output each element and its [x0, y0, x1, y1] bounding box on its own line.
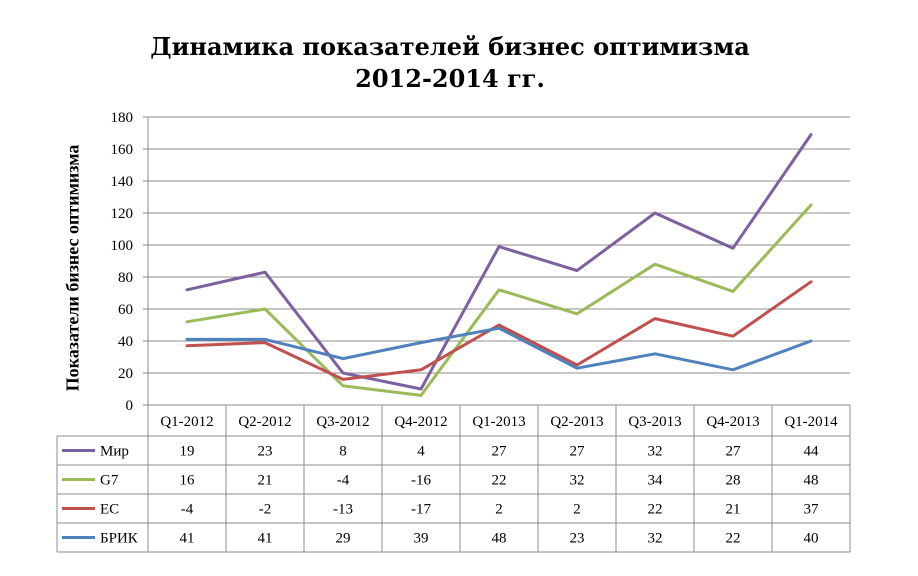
legend-label: БРИК: [100, 531, 139, 547]
data-label: 41: [258, 531, 273, 547]
data-label: -13: [333, 502, 353, 518]
data-label: 48: [804, 473, 819, 489]
data-label: -4: [181, 502, 194, 518]
x-tick-label: Q1-2014: [784, 414, 838, 430]
data-label: 27: [492, 444, 508, 460]
data-label: 41: [180, 531, 195, 547]
series-line-БРИК: [185, 326, 813, 372]
y-tick-label: 80: [118, 270, 133, 286]
y-tick-label: 40: [118, 334, 133, 350]
data-label: 23: [570, 531, 585, 547]
data-label: 2: [495, 502, 503, 518]
y-tick-label: 100: [111, 238, 134, 254]
data-label: -17: [411, 502, 431, 518]
data-label: 44: [804, 444, 820, 460]
series-line-Мир: [185, 133, 813, 391]
data-label: 27: [726, 444, 742, 460]
data-label: 22: [726, 531, 741, 547]
data-label: 29: [336, 531, 351, 547]
y-tick-label: 0: [126, 398, 134, 414]
x-tick-label: Q2-2013: [550, 414, 603, 430]
x-tick-label: Q3-2013: [628, 414, 681, 430]
data-label: 48: [492, 531, 507, 547]
data-label: 32: [648, 531, 663, 547]
data-label: 2: [573, 502, 581, 518]
y-tick-label: 20: [118, 366, 133, 382]
data-label: 32: [570, 473, 585, 489]
y-tick-label: 180: [111, 110, 134, 126]
data-label: 28: [726, 473, 741, 489]
data-label: 19: [180, 444, 195, 460]
x-tick-label: Q4-2013: [706, 414, 759, 430]
x-tick-label: Q1-2013: [472, 414, 525, 430]
series-line-ЕС: [185, 280, 813, 381]
data-label: -16: [411, 473, 431, 489]
data-label: 23: [258, 444, 273, 460]
data-label: 4: [417, 444, 425, 460]
y-tick-label: 60: [118, 302, 133, 318]
data-label: -4: [337, 473, 350, 489]
y-tick-label: 120: [111, 206, 134, 222]
chart-title: Динамика показателей бизнес оптимизма: [150, 32, 750, 61]
x-tick-label: Q4-2012: [394, 414, 447, 430]
y-tick-label: 160: [111, 142, 134, 158]
y-tick-label: 140: [111, 174, 134, 190]
x-tick-label: Q2-2012: [238, 414, 291, 430]
data-label: 34: [648, 473, 664, 489]
data-label: 22: [648, 502, 663, 518]
data-label: 16: [180, 473, 196, 489]
data-label: 8: [339, 444, 347, 460]
data-label: 21: [726, 502, 741, 518]
legend-label: ЕС: [100, 502, 119, 518]
data-label: 21: [258, 473, 273, 489]
series-line-G7: [185, 203, 813, 397]
chart-subtitle: 2012-2014 гг.: [355, 64, 545, 93]
data-label: 22: [492, 473, 507, 489]
data-label: -2: [259, 502, 272, 518]
data-label: 37: [804, 502, 820, 518]
data-label: 27: [570, 444, 586, 460]
x-tick-label: Q3-2012: [316, 414, 369, 430]
data-label: 40: [804, 531, 819, 547]
x-tick-label: Q1-2012: [160, 414, 213, 430]
legend-label: Мир: [100, 444, 129, 460]
data-label: 39: [414, 531, 429, 547]
data-label: 32: [648, 444, 663, 460]
legend-label: G7: [100, 473, 119, 489]
